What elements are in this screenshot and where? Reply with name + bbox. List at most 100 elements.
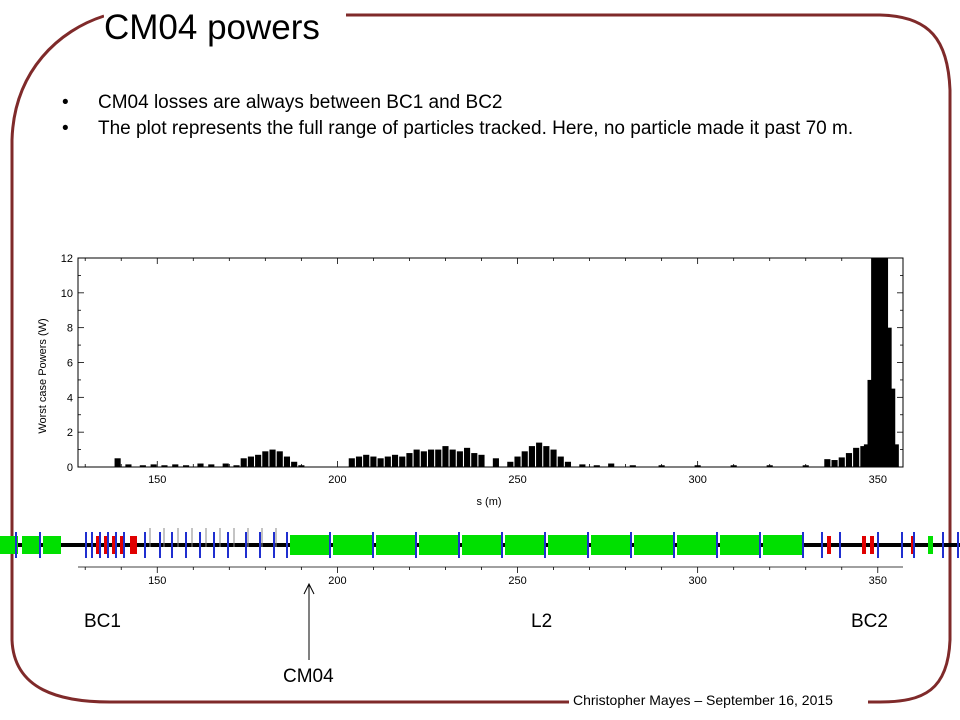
bar	[878, 258, 885, 467]
bar	[276, 451, 283, 467]
bend-magnet	[96, 536, 100, 554]
beamline-lattice: 150 200 250 300 350	[0, 528, 960, 587]
bar	[593, 465, 600, 467]
y-axis-label: Worst case Powers (W)	[37, 318, 49, 433]
cavity-segment	[376, 535, 416, 555]
bar	[208, 464, 215, 467]
lattice-tick-label: 150	[148, 575, 166, 587]
x-tick-label: 150	[148, 474, 166, 486]
bend-magnet	[133, 536, 137, 554]
y-tick-label: 2	[67, 427, 73, 439]
bar	[874, 258, 881, 467]
cavity-segment	[720, 535, 760, 555]
cavity-segment	[0, 536, 18, 554]
bar	[492, 458, 499, 467]
section-label-bc1: BC1	[84, 611, 121, 632]
bar	[269, 449, 276, 467]
section-label-bc2: BC2	[851, 611, 888, 632]
cavity-segment	[928, 536, 933, 554]
x-tick-label: 350	[869, 474, 887, 486]
bar	[521, 451, 528, 467]
bar	[881, 258, 889, 467]
cm04-arrow	[303, 582, 315, 660]
bar	[871, 258, 878, 467]
cm04-label: CM04	[283, 666, 334, 687]
cavity-segment	[505, 535, 545, 555]
bar	[139, 465, 146, 467]
bar	[557, 456, 564, 467]
bar	[456, 451, 463, 467]
cavity-segment	[43, 536, 61, 554]
bar	[427, 449, 435, 467]
bar	[150, 464, 157, 467]
bar	[399, 456, 406, 467]
bar	[629, 465, 636, 467]
bar	[233, 465, 240, 467]
cavity-segment	[677, 535, 717, 555]
bar	[471, 453, 478, 467]
bar	[464, 447, 471, 467]
bar	[262, 451, 269, 467]
bar	[348, 458, 355, 467]
bar	[435, 449, 442, 467]
bar	[564, 461, 572, 467]
bar	[363, 454, 370, 467]
lattice-tick-label: 200	[328, 575, 346, 587]
bar	[449, 449, 456, 467]
bar-series	[114, 258, 899, 467]
bar	[543, 446, 550, 467]
bar	[197, 463, 204, 467]
y-tick-label: 6	[67, 358, 73, 370]
cavity-segment	[462, 535, 502, 555]
bar	[240, 458, 247, 467]
bend-magnet	[870, 536, 874, 554]
bar	[867, 379, 874, 467]
y-tick-label: 8	[67, 323, 73, 335]
bar	[579, 464, 586, 467]
cavity-segment	[591, 535, 631, 555]
cavity-segment	[763, 535, 803, 555]
bar	[161, 465, 168, 467]
bar	[892, 444, 899, 467]
cavity-segment	[634, 535, 674, 555]
bend-magnet	[862, 536, 866, 554]
bar	[860, 446, 867, 467]
bend-magnet	[120, 536, 124, 554]
bar	[172, 464, 179, 467]
bend-magnet	[112, 536, 116, 554]
lattice-tick-label: 250	[508, 575, 526, 587]
bend-magnet	[104, 536, 108, 554]
bar	[114, 458, 121, 467]
bar	[507, 461, 514, 467]
bar	[406, 453, 413, 467]
y-tick-label: 0	[67, 462, 73, 474]
section-label-l2: L2	[531, 611, 553, 632]
cavity-segment	[290, 535, 330, 555]
bar	[478, 454, 485, 467]
bullet-item: The plot represents the full range of pa…	[62, 116, 862, 142]
bar	[528, 446, 535, 467]
cavity-segment	[333, 535, 373, 555]
bar	[355, 456, 363, 467]
bar	[255, 454, 262, 467]
bar	[838, 457, 845, 467]
bar	[183, 465, 190, 467]
bar	[824, 459, 831, 467]
bar	[391, 454, 399, 467]
lattice-tick-label: 350	[869, 575, 887, 587]
bar	[247, 456, 254, 467]
y-tick-label: 10	[61, 288, 73, 300]
bar	[863, 444, 871, 467]
bar	[550, 449, 557, 467]
plot-area	[77, 257, 904, 468]
bar	[608, 463, 615, 467]
bar	[536, 442, 543, 467]
x-axis-label: s (m)	[476, 496, 501, 508]
slide-title: CM04 powers	[104, 8, 328, 48]
bar	[853, 447, 860, 467]
footer-author-date: Christopher Mayes – September 16, 2015	[569, 691, 837, 709]
bar	[370, 456, 377, 467]
cavity-segment	[548, 535, 588, 555]
x-tick-label: 250	[508, 474, 526, 486]
